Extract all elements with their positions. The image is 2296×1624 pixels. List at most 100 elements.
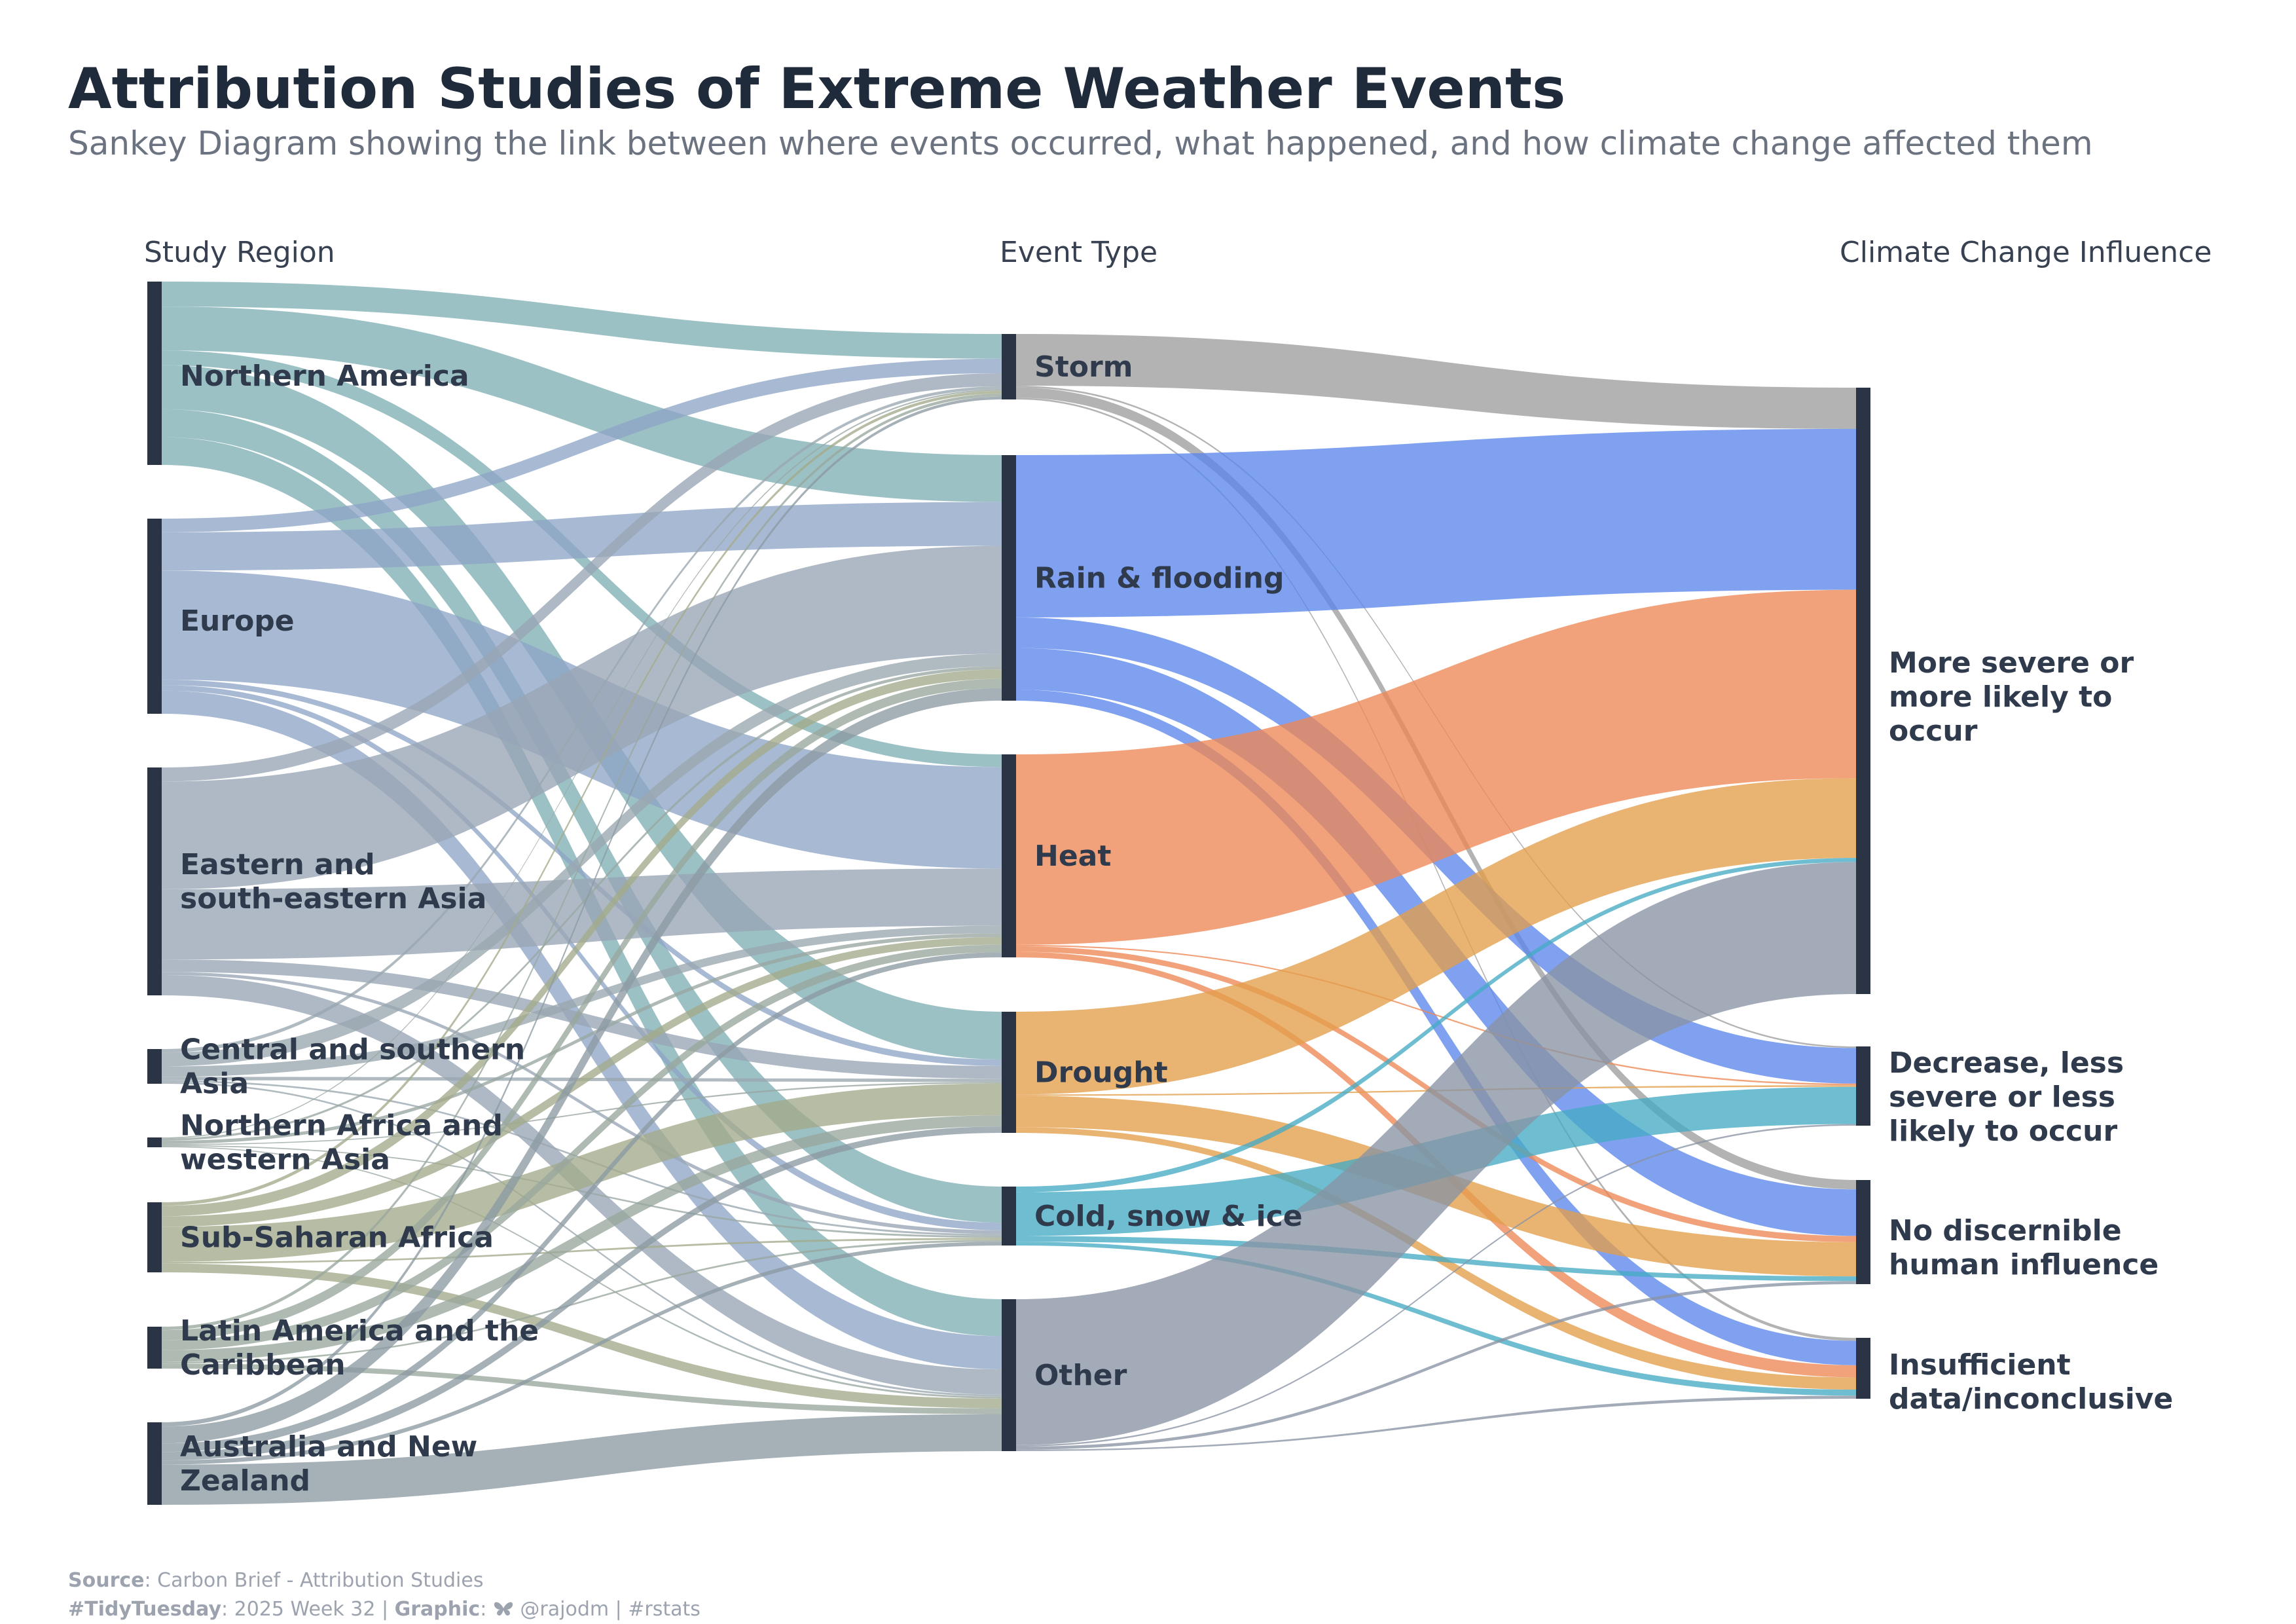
flow-region-6-event-4 [162,1240,1002,1364]
flow-event-4-influence-0 [1016,858,1856,1192]
sankey-nodes [147,282,1870,1505]
flow-region-0-event-0 [162,282,1002,359]
flow-region-4-event-0 [162,389,1002,1139]
flow-region-7-event-2 [162,952,1002,1452]
flow-region-0-event-4 [162,409,1002,1223]
event-label-2: Heat [1034,840,1111,873]
flow-region-6-event-2 [162,944,1002,1350]
flow-event-1-influence-3 [1016,690,1856,1365]
column-heading-2: Climate Change Influence [1840,236,2212,269]
flow-region-3-event-2 [162,925,1002,1077]
region-label-4: Northern Africa and western Asia [180,1109,503,1177]
region-label-1: Europe [180,604,295,638]
flow-region-1-event-3 [162,679,1002,1066]
flow-region-7-event-5 [162,1414,1002,1505]
node-region-5[interactable] [147,1202,162,1272]
node-influence-0[interactable] [1856,388,1870,994]
region-label-7: Australia and New Zealand [180,1430,477,1498]
flow-event-5-influence-3 [1016,1395,1856,1451]
flow-region-0-event-2 [162,350,1002,767]
node-event-3[interactable] [1002,1012,1016,1133]
flow-region-1-event-5 [162,690,1002,1370]
flow-region-1-event-4 [162,685,1002,1230]
flow-region-2-event-2 [162,868,1002,960]
flow-region-3-event-1 [162,654,1002,1067]
flow-region-4-event-4 [162,1145,1002,1238]
flow-region-2-event-0 [162,373,1002,782]
caption: Source: Carbon Brief - Attribution Studi… [68,1566,701,1624]
flow-event-4-influence-2 [1016,1236,1856,1282]
event-label-3: Drought [1034,1056,1168,1090]
flow-event-4-influence-3 [1016,1242,1856,1396]
flow-event-3-influence-0 [1016,778,1856,1095]
node-influence-2[interactable] [1856,1180,1870,1284]
region-label-3: Central and southern Asia [180,1033,525,1101]
graphic-label: Graphic [394,1598,481,1621]
flow-region-5-event-3 [162,1083,1002,1262]
flow-region-4-event-5 [162,1146,1002,1399]
node-event-1[interactable] [1002,455,1016,701]
sankey-links [162,282,1856,1505]
flow-event-5-influence-1 [1016,1124,1856,1447]
node-region-1[interactable] [147,519,162,714]
flow-region-6-event-0 [162,394,1002,1331]
node-region-4[interactable] [147,1137,162,1147]
node-region-7[interactable] [147,1422,162,1505]
flow-region-5-event-0 [162,390,1002,1206]
flow-event-1-influence-0 [1016,428,1856,618]
event-label-1: Rain & flooding [1034,562,1284,595]
flow-event-0-influence-3 [1016,397,1856,1341]
author-handle[interactable]: @rajodm [520,1598,610,1621]
flow-region-1-event-1 [162,502,1002,571]
flow-region-5-event-5 [162,1263,1002,1409]
event-label-5: Other [1034,1359,1127,1392]
source-text: Carbon Brief - Attribution Studies [157,1569,484,1592]
column-heading-0: Study Region [144,236,335,269]
sankey-labels: Study Region Event Type Climate Change Inf… [144,236,2212,1498]
flow-region-4-event-2 [162,933,1002,1144]
chart-title: Attribution Studies of Extreme Weather E… [68,56,1566,122]
rstats-tag: #rstats [628,1598,701,1621]
flow-region-5-event-4 [162,1238,1002,1264]
flow-event-5-influence-2 [1016,1281,1856,1450]
flow-region-7-event-1 [162,688,1002,1444]
flow-region-4-event-1 [162,666,1002,1141]
node-event-4[interactable] [1002,1187,1016,1246]
flow-event-2-influence-1 [1016,944,1856,1086]
node-region-6[interactable] [147,1327,162,1369]
event-label-0: Storm [1034,350,1133,384]
credit-line: #TidyTuesday: 2025 Week 32 | Graphic: @r… [68,1598,701,1621]
chart-subtitle: Sankey Diagram showing the link between … [68,124,2093,162]
node-event-5[interactable] [1002,1299,1016,1451]
influence-label-3: Insufficient data/inconclusive [1889,1348,2173,1416]
influence-label-0: More severe or more likely to occur [1889,646,2134,748]
event-label-4: Cold, snow & ice [1034,1200,1303,1233]
flow-region-6-event-5 [162,1363,1002,1414]
source-line: Source: Carbon Brief - Attribution Studi… [68,1569,484,1592]
flow-region-4-event-3 [162,1082,1002,1145]
node-influence-1[interactable] [1856,1046,1870,1126]
column-heading-1: Event Type [1000,236,1157,269]
flow-region-3-event-0 [162,386,1002,1053]
flow-region-2-event-1 [162,545,1002,889]
flow-event-0-influence-0 [1016,334,1856,429]
flow-region-6-event-1 [162,678,1002,1340]
node-region-0[interactable] [147,282,162,465]
node-region-2[interactable] [147,767,162,995]
region-label-5: Sub-Saharan Africa [180,1221,494,1255]
influence-label-2: No discernible human influence [1889,1214,2159,1282]
influence-label-1: Decrease, less severe or less likely to oc… [1889,1046,2124,1148]
region-label-6: Latin America and the Caribbean [180,1314,539,1382]
tidytuesday-tag: #TidyTuesday [68,1598,221,1621]
flow-event-5-influence-0 [1016,862,1856,1445]
node-region-3[interactable] [147,1049,162,1084]
node-event-0[interactable] [1002,334,1016,399]
node-influence-3[interactable] [1856,1338,1870,1399]
flow-region-6-event-3 [162,1115,1002,1362]
flow-region-1-event-0 [162,358,1002,532]
flow-region-7-event-3 [162,1126,1002,1461]
node-event-2[interactable] [1002,754,1016,957]
flow-region-7-event-4 [162,1242,1002,1465]
source-label: Source [68,1569,145,1592]
